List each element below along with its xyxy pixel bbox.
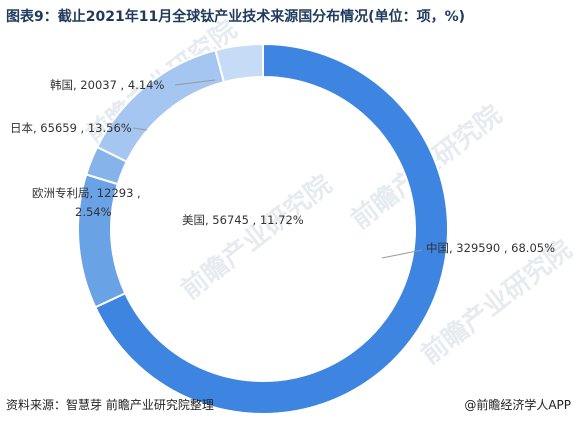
slice-label-china: 中国, 329590 , 68.05% bbox=[426, 241, 555, 255]
credit-note: @前瞻经济学人APP bbox=[464, 398, 571, 412]
slice-label-epo-line2: 2.54% bbox=[75, 205, 112, 219]
leader-line-japan bbox=[132, 127, 148, 131]
watermark-3: 前瞻产业研究院 bbox=[175, 169, 338, 305]
leader-line-korea bbox=[174, 79, 216, 86]
chart-title: 图表9：截止2021年11月全球钛产业技术来源国分布情况(单位：项，%) bbox=[6, 9, 466, 25]
slice-label-epo: 欧洲专利局, 12293 , bbox=[32, 186, 141, 200]
leader-lines bbox=[132, 79, 423, 259]
slice-label-usa: 美国, 56745 , 11.72% bbox=[182, 213, 304, 227]
source-note: 资料来源：智慧芽 前瞻产业研究院整理 bbox=[6, 398, 214, 412]
slice-china bbox=[94, 42, 449, 415]
slice-labels: 中国, 329590 , 68.05% 美国, 56745 , 11.72% 欧洲专… bbox=[10, 78, 555, 255]
donut-slices bbox=[77, 42, 449, 415]
slice-label-japan: 日本, 65659 , 13.56% bbox=[10, 121, 132, 135]
leader-line-china bbox=[381, 249, 423, 259]
slice-korea bbox=[214, 42, 264, 84]
slice-label-korea: 韩国, 20037 , 4.14% bbox=[50, 78, 164, 92]
